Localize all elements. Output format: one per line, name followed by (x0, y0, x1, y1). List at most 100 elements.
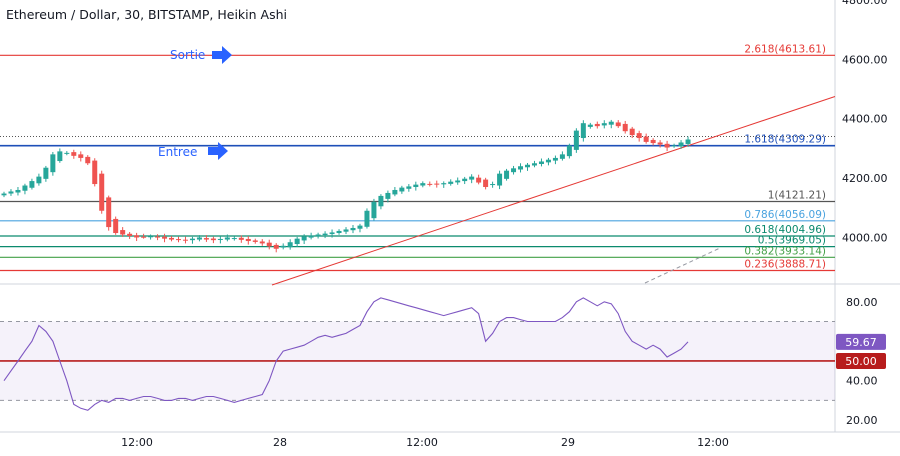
candle-body (294, 238, 300, 245)
candle-body (29, 181, 35, 188)
candle-body (210, 238, 216, 241)
candle-body (643, 136, 649, 142)
candle-body (182, 239, 188, 241)
candle-body (322, 233, 328, 236)
candle-body (22, 185, 28, 191)
candle-body (462, 178, 468, 182)
candle-body (364, 210, 370, 227)
candle-body (455, 180, 461, 183)
candle-body (504, 170, 510, 179)
candle-body (308, 235, 314, 238)
candle-body (266, 242, 272, 247)
candle-body (36, 176, 42, 184)
chart-title: Ethereum / Dollar, 30, BITSTAMP, Heikin … (6, 7, 287, 22)
candle-body (685, 139, 691, 144)
candle-body (511, 168, 517, 173)
candle-body (629, 128, 635, 136)
candle-body (238, 237, 244, 240)
candle-body (217, 238, 223, 240)
candle-body (357, 225, 363, 229)
fib-level-label: 1.618(4309.29) (744, 134, 826, 146)
candle-body (315, 234, 321, 237)
candle-body (259, 241, 265, 244)
entree-arrow-icon (208, 142, 228, 160)
candle-body (469, 176, 475, 180)
candle-body (287, 242, 293, 248)
candle-body (518, 166, 524, 170)
candle-body (671, 145, 677, 147)
fib-level-label: 0.618(4004.96) (744, 224, 826, 236)
candle-body (78, 154, 84, 158)
candle-body (580, 123, 586, 139)
rsi-value-badge (836, 333, 886, 350)
candle-body (399, 187, 405, 192)
fib-level-label: 2.618(4613.61) (744, 43, 826, 55)
candle-body (127, 233, 133, 236)
candle-body (392, 189, 398, 195)
rsi-mid-badge (836, 352, 886, 369)
candle-body (657, 142, 663, 145)
candle-body (245, 238, 251, 242)
candle-body (559, 154, 565, 159)
candle-body (448, 181, 454, 184)
candle-body (476, 177, 482, 183)
rsi-tick-label: 80.00 (846, 296, 878, 309)
candle-body (490, 184, 496, 186)
candle-body (371, 201, 377, 219)
candle-body (301, 236, 307, 241)
rsi-line (3, 297, 689, 411)
candle-body (378, 195, 384, 207)
candle-body (636, 133, 642, 139)
candle-body (545, 159, 551, 163)
candle-body (15, 189, 21, 193)
fib-level-label: 0.786(4056.09) (744, 209, 826, 221)
time-tick-label: 12:00 (406, 436, 438, 449)
candle-body (608, 121, 614, 125)
candle-body (343, 229, 349, 232)
fib-level-label: 0.382(3933.14) (744, 245, 826, 257)
sortie-arrow-icon (212, 46, 232, 64)
rsi-mid-text: 50.00 (845, 355, 877, 368)
candle-body (169, 237, 175, 240)
candle-body (427, 183, 433, 185)
price-tick-label: 4800.00 (842, 0, 888, 7)
candle-body (176, 239, 181, 241)
trend-line (271, 95, 836, 286)
candle-body (601, 123, 607, 126)
fib-level-label: 0.236(3888.71) (744, 259, 826, 271)
candle-body (594, 123, 600, 127)
candle-body (664, 143, 670, 148)
time-tick-label: 28 (273, 436, 287, 449)
fib-level-label: 0.5(3969.05) (758, 235, 826, 247)
price-tick-label: 4400.00 (842, 113, 888, 126)
candle-body (650, 139, 656, 144)
candle-body (329, 232, 335, 235)
candle-body (85, 156, 91, 164)
candle-body (525, 164, 530, 168)
candle-body (434, 183, 440, 185)
candle-body (406, 186, 412, 189)
candle-body (573, 130, 579, 150)
candle-body (1, 193, 7, 196)
entree-label: Entree (158, 145, 197, 159)
candle-body (189, 238, 195, 241)
sortie-label: Sortie (170, 48, 205, 62)
candle-body (196, 237, 202, 240)
candle-body (8, 191, 14, 194)
candle-body (350, 227, 356, 231)
candle-body (71, 152, 77, 156)
candle-body (678, 142, 684, 147)
candle-body (92, 160, 98, 185)
candle-body (43, 167, 49, 179)
candle-body (441, 183, 447, 185)
candle-body (57, 151, 63, 162)
candle-body (99, 173, 105, 211)
projection-dashed-line (644, 247, 721, 284)
candle-body (538, 161, 544, 165)
candle-body (385, 192, 391, 199)
candle-body (566, 145, 572, 157)
candle-body (483, 179, 489, 188)
rsi-tick-label: 20.00 (846, 414, 878, 427)
time-tick-label: 29 (561, 436, 575, 449)
